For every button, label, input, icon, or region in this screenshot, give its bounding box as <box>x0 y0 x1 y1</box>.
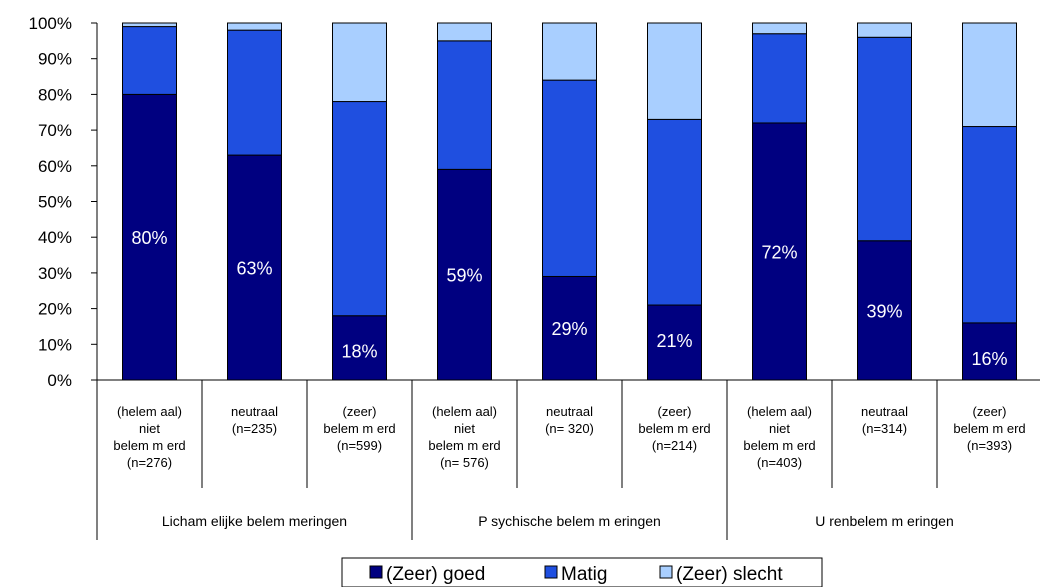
bar-segment-2-7 <box>752 33 807 124</box>
bar-segment-3-9 <box>962 22 1017 128</box>
bar-segment-2-1 <box>122 26 177 95</box>
category-label-6: (zeer) belem m erd (n=214) <box>638 404 710 453</box>
y-tick-label: 100% <box>29 14 72 33</box>
bar-segment-2-5 <box>542 79 597 277</box>
bar-segment-1-8 <box>857 240 912 381</box>
data-labels: 80% 63% 18% 59% 29% 21% 72% 39% 16% <box>131 228 1007 369</box>
y-tick-label: 70% <box>38 121 72 140</box>
y-tick-label: 20% <box>38 300 72 319</box>
bar-segment-3-7 <box>752 22 807 35</box>
axes-layer <box>91 22 1040 540</box>
bar-segment-2-9 <box>962 126 1017 324</box>
bar-segment-3-6 <box>647 22 702 120</box>
data-label-5: 29% <box>551 319 587 339</box>
legend-box <box>341 557 823 587</box>
legend-swatch-2 <box>544 565 558 579</box>
y-tick-label: 80% <box>38 85 72 104</box>
legend: (Zeer) goed Matig (Zeer) slecht <box>341 557 823 587</box>
group-label-2: P sychische belem m eringen <box>478 513 661 529</box>
y-tick-label: 60% <box>38 157 72 176</box>
bar-segment-2-6 <box>647 118 702 306</box>
legend-label-1: (Zeer) goed <box>386 564 485 585</box>
group-label-1: Licham elijke belem meringen <box>162 513 347 529</box>
bar-segment-3-8 <box>857 22 912 38</box>
bar-segment-1-7 <box>752 122 807 381</box>
y-tick-label: 50% <box>38 193 72 212</box>
data-label-4: 59% <box>446 266 482 286</box>
category-label-7: (helem aal) niet belem m erd (n=403) <box>743 404 815 470</box>
data-label-3: 18% <box>341 342 377 362</box>
y-tick-label: 0% <box>47 371 72 390</box>
y-tick-label: 30% <box>38 264 72 283</box>
data-label-8: 39% <box>866 301 902 321</box>
category-label-1: (helem aal) niet belem m erd (n=276) <box>113 404 185 470</box>
bar-segment-1-5 <box>542 275 597 381</box>
bar-segment-3-1 <box>122 22 177 28</box>
y-tick-label: 10% <box>38 335 72 354</box>
data-label-2: 63% <box>236 259 272 279</box>
bar-segment-3-5 <box>542 22 597 81</box>
data-label-7: 72% <box>761 242 797 262</box>
bar-segment-2-8 <box>857 36 912 242</box>
legend-swatch-1 <box>369 565 383 579</box>
bars-layer <box>122 22 1017 381</box>
legend-swatch-3 <box>659 565 673 579</box>
bar-segment-1-6 <box>647 304 702 381</box>
bar-segment-2-3 <box>332 101 387 317</box>
category-label-5: neutraal (n= 320) <box>545 404 594 436</box>
legend-label-2: Matig <box>561 564 607 585</box>
bar-segment-1-2 <box>227 154 282 381</box>
y-tick-label: 40% <box>38 228 72 247</box>
bar-segment-1-9 <box>962 322 1017 381</box>
legend-label-3: (Zeer) slecht <box>676 564 783 585</box>
bar-segment-1-1 <box>122 93 177 381</box>
category-label-8: neutraal (n=314) <box>861 404 908 436</box>
bar-segment-3-3 <box>332 22 387 103</box>
y-tick-label: 90% <box>38 50 72 69</box>
group-labels: Licham elijke belem meringen P sychische … <box>162 513 954 529</box>
data-label-1: 80% <box>131 228 167 248</box>
bar-segment-2-2 <box>227 29 282 156</box>
bar-segment-3-2 <box>227 22 282 31</box>
category-label-4: (helem aal) niet belem m erd (n= 576) <box>428 404 500 470</box>
group-label-3: U renbelem m eringen <box>815 513 954 529</box>
category-label-2: neutraal (n=235) <box>231 404 278 436</box>
category-labels: (helem aal) niet belem m erd (n=276) neutraa… <box>113 404 1025 470</box>
category-label-3: (zeer) belem m erd (n=599) <box>323 404 395 453</box>
category-label-9: (zeer) belem m erd (n=393) <box>953 404 1025 453</box>
data-label-6: 21% <box>656 331 692 351</box>
y-tick-labels: 0% 10% 20% 30% 40% 50% 60% 70% 80% 90% 100% <box>29 14 72 390</box>
data-label-9: 16% <box>971 349 1007 369</box>
bar-segment-3-4 <box>437 22 492 42</box>
bar-segment-2-4 <box>437 40 492 170</box>
